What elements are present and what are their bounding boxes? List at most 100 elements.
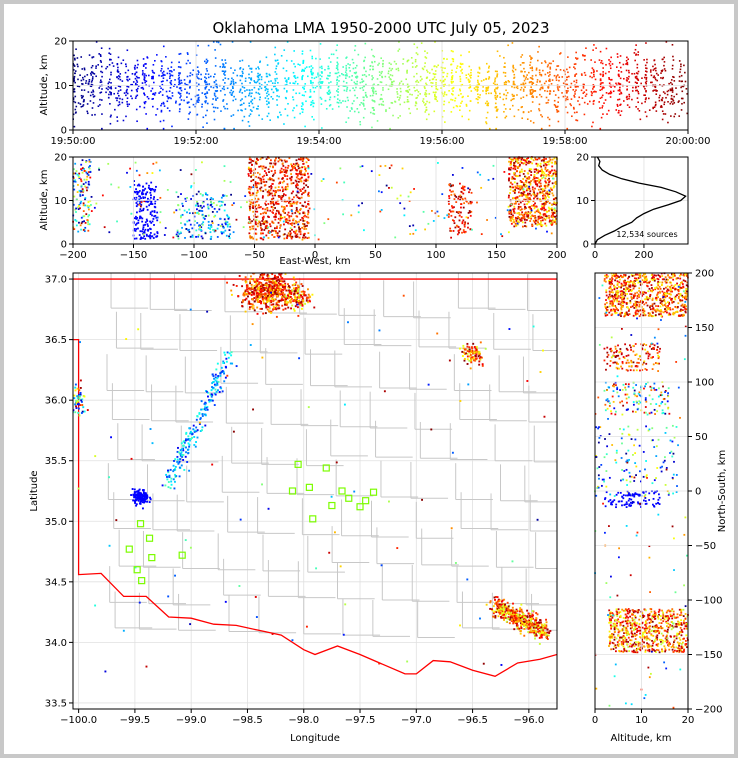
source-point bbox=[300, 157, 302, 160]
source-point bbox=[283, 49, 286, 51]
source-point bbox=[531, 67, 534, 70]
source-point bbox=[288, 202, 290, 204]
source-point bbox=[271, 82, 274, 84]
source-point bbox=[608, 59, 610, 61]
source-point bbox=[567, 75, 570, 78]
source-point bbox=[214, 95, 217, 98]
source-point bbox=[269, 202, 272, 205]
source-point bbox=[255, 232, 258, 235]
source-point bbox=[527, 111, 530, 113]
source-point bbox=[516, 167, 519, 169]
source-point bbox=[602, 82, 604, 84]
source-point bbox=[655, 90, 658, 92]
source-point bbox=[287, 77, 290, 79]
source-point bbox=[119, 97, 121, 100]
source-point bbox=[507, 205, 510, 208]
source-point bbox=[212, 106, 215, 109]
source-point bbox=[555, 75, 558, 78]
source-point bbox=[372, 68, 375, 71]
source-point bbox=[89, 165, 91, 167]
source-point bbox=[286, 169, 289, 172]
source-point bbox=[508, 177, 511, 180]
source-point bbox=[625, 69, 628, 72]
source-point bbox=[529, 89, 532, 91]
source-point bbox=[299, 202, 302, 204]
source-point bbox=[160, 67, 163, 70]
source-point bbox=[666, 93, 669, 96]
source-point bbox=[132, 81, 135, 83]
source-point bbox=[381, 98, 383, 100]
source-point bbox=[134, 161, 137, 164]
source-point bbox=[537, 210, 540, 213]
source-point bbox=[247, 174, 250, 177]
source-point bbox=[516, 212, 519, 215]
source-point bbox=[232, 99, 235, 102]
source-point bbox=[77, 78, 79, 81]
source-point bbox=[127, 69, 130, 72]
source-point bbox=[138, 203, 141, 206]
source-point bbox=[530, 194, 533, 197]
source-point bbox=[627, 69, 630, 72]
source-point bbox=[668, 82, 670, 85]
source-point bbox=[301, 78, 303, 81]
source-point bbox=[285, 218, 288, 220]
source-point bbox=[574, 57, 577, 59]
source-point bbox=[348, 76, 351, 78]
source-point bbox=[307, 211, 310, 214]
source-point bbox=[260, 232, 262, 235]
source-point bbox=[592, 71, 595, 74]
source-point bbox=[450, 80, 453, 83]
source-point bbox=[304, 167, 307, 170]
source-point bbox=[152, 63, 155, 66]
source-point bbox=[228, 216, 231, 219]
source-point bbox=[549, 90, 551, 92]
source-point bbox=[584, 74, 587, 76]
source-point bbox=[516, 87, 519, 90]
source-point bbox=[426, 69, 428, 72]
source-point bbox=[210, 203, 212, 206]
source-point bbox=[274, 80, 277, 82]
source-point bbox=[145, 67, 147, 69]
source-point bbox=[87, 91, 90, 93]
source-point bbox=[220, 110, 222, 112]
source-point bbox=[406, 99, 409, 101]
source-point bbox=[459, 196, 462, 199]
source-point bbox=[320, 103, 323, 105]
source-point bbox=[623, 100, 625, 102]
source-point bbox=[258, 93, 261, 95]
source-point bbox=[336, 65, 339, 67]
source-point bbox=[241, 82, 243, 85]
source-point bbox=[538, 179, 540, 182]
source-point bbox=[540, 174, 543, 176]
source-point bbox=[371, 61, 374, 64]
source-point bbox=[369, 65, 372, 67]
source-point bbox=[143, 73, 146, 75]
source-point bbox=[186, 101, 189, 104]
source-point bbox=[248, 169, 251, 172]
source-point bbox=[517, 166, 519, 168]
source-point bbox=[142, 233, 145, 236]
source-point bbox=[156, 235, 159, 237]
source-point bbox=[637, 101, 639, 104]
source-point bbox=[548, 71, 551, 73]
source-point bbox=[524, 175, 526, 178]
source-point bbox=[291, 96, 294, 98]
source-point bbox=[574, 67, 576, 70]
source-point bbox=[663, 84, 665, 86]
source-point bbox=[136, 184, 139, 187]
source-point bbox=[416, 79, 418, 82]
source-point bbox=[201, 92, 204, 94]
source-point bbox=[152, 105, 154, 108]
source-point bbox=[678, 75, 681, 78]
source-point bbox=[541, 216, 544, 219]
source-point bbox=[239, 79, 242, 82]
source-point bbox=[496, 96, 498, 98]
source-point bbox=[626, 104, 629, 106]
source-point bbox=[281, 195, 284, 197]
source-point bbox=[539, 223, 542, 226]
source-point bbox=[475, 86, 477, 88]
source-point bbox=[299, 171, 302, 174]
source-point bbox=[273, 229, 276, 232]
source-point bbox=[76, 206, 79, 209]
